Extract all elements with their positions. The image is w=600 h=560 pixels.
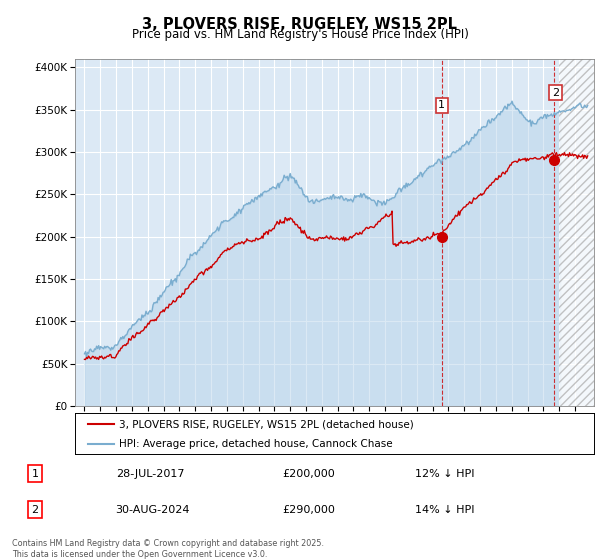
Text: Contains HM Land Registry data © Crown copyright and database right 2025.
This d: Contains HM Land Registry data © Crown c… [12, 539, 324, 559]
Text: 28-JUL-2017: 28-JUL-2017 [116, 469, 184, 479]
Text: £200,000: £200,000 [283, 469, 335, 479]
Text: 2: 2 [552, 88, 559, 97]
Text: £290,000: £290,000 [283, 505, 335, 515]
Text: 3, PLOVERS RISE, RUGELEY, WS15 2PL (detached house): 3, PLOVERS RISE, RUGELEY, WS15 2PL (deta… [119, 419, 414, 429]
Text: 3, PLOVERS RISE, RUGELEY, WS15 2PL: 3, PLOVERS RISE, RUGELEY, WS15 2PL [143, 17, 458, 32]
Text: 12% ↓ HPI: 12% ↓ HPI [415, 469, 475, 479]
Text: 2: 2 [31, 505, 38, 515]
Text: 1: 1 [32, 469, 38, 479]
Text: 1: 1 [438, 100, 445, 110]
Text: 14% ↓ HPI: 14% ↓ HPI [415, 505, 475, 515]
Text: 30-AUG-2024: 30-AUG-2024 [116, 505, 190, 515]
Text: Price paid vs. HM Land Registry's House Price Index (HPI): Price paid vs. HM Land Registry's House … [131, 28, 469, 41]
Text: HPI: Average price, detached house, Cannock Chase: HPI: Average price, detached house, Cann… [119, 438, 393, 449]
